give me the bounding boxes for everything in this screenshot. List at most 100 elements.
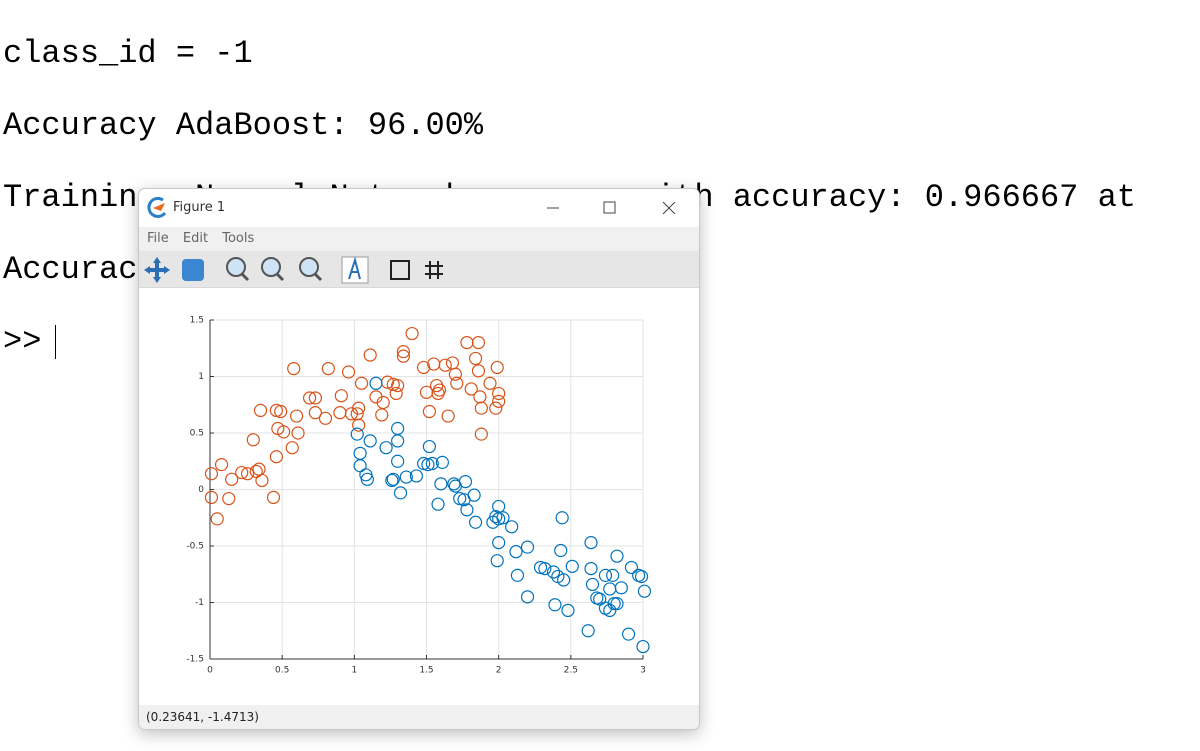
point — [585, 577, 600, 592]
point — [441, 409, 455, 423]
point — [474, 401, 488, 415]
point — [432, 383, 447, 397]
status-bar: (0.23641, -1.4713) — [139, 705, 699, 729]
point — [460, 503, 474, 517]
point — [210, 512, 224, 526]
point — [448, 367, 462, 381]
console-line: class_id = -1 — [3, 35, 253, 72]
point — [471, 364, 486, 378]
point — [435, 455, 449, 469]
y-tick-label: 0.5 — [190, 429, 204, 439]
title-bar: Figure 1 — [139, 189, 699, 227]
y-tick-label: -1 — [195, 598, 204, 608]
window-controls — [547, 201, 676, 215]
point — [621, 627, 636, 641]
zoom-reset-tool[interactable] — [299, 257, 319, 277]
point — [492, 536, 506, 550]
point — [520, 590, 535, 604]
point — [431, 497, 445, 511]
point — [334, 389, 348, 403]
point — [354, 376, 369, 390]
status-text: (0.23641, -1.4713) — [146, 710, 259, 724]
point — [389, 386, 403, 401]
point — [561, 603, 575, 618]
point — [483, 376, 497, 390]
menu-item[interactable]: Edit — [182, 231, 209, 246]
cursor — [55, 324, 57, 359]
point — [450, 376, 464, 390]
box-tool[interactable] — [390, 260, 410, 280]
point — [610, 597, 624, 611]
x-tick-label: 2.5 — [564, 666, 578, 676]
point — [255, 473, 269, 488]
point — [474, 427, 488, 441]
point — [509, 545, 523, 559]
console-line: Accuracy AdaBoost: 96.00% — [3, 107, 484, 144]
point — [405, 326, 419, 341]
point — [557, 573, 571, 587]
point — [471, 336, 486, 350]
x-tick-label: 1 — [351, 666, 357, 676]
point — [510, 568, 525, 582]
point — [399, 470, 413, 484]
point — [555, 511, 569, 525]
point — [391, 454, 405, 468]
point — [287, 361, 301, 376]
point — [637, 584, 652, 598]
point — [290, 409, 304, 423]
point — [350, 427, 364, 441]
point — [360, 472, 374, 486]
zoom-in-tool[interactable] — [226, 257, 246, 277]
grid-tool[interactable] — [425, 261, 443, 279]
point — [610, 549, 624, 563]
zoom-out-tool[interactable] — [261, 257, 281, 277]
point — [204, 490, 219, 505]
point — [396, 345, 411, 359]
point — [565, 559, 579, 573]
pan-tool[interactable] — [144, 257, 170, 283]
point — [520, 540, 535, 554]
point — [308, 406, 322, 420]
point — [318, 411, 333, 425]
point — [614, 581, 628, 595]
point — [417, 360, 431, 375]
menu-item[interactable]: File — [147, 231, 169, 246]
point — [489, 401, 503, 415]
point — [246, 433, 260, 447]
point — [538, 561, 552, 576]
point — [438, 358, 452, 372]
point — [341, 365, 356, 379]
menu-bar: File Edit Tools — [139, 227, 699, 251]
point — [467, 488, 481, 502]
point — [603, 603, 617, 618]
point — [235, 465, 249, 480]
point — [492, 386, 506, 401]
app-icon — [147, 197, 167, 218]
point — [468, 351, 483, 366]
point — [352, 418, 366, 432]
point — [505, 520, 519, 534]
point — [624, 560, 639, 575]
point — [385, 473, 399, 488]
toolbar — [139, 251, 699, 288]
close-button[interactable] — [662, 201, 676, 215]
point — [396, 349, 411, 363]
maximize-button[interactable] — [603, 201, 616, 214]
x-tick-label: 0.5 — [275, 666, 289, 676]
point — [274, 404, 288, 419]
point — [266, 490, 281, 505]
point — [422, 439, 436, 454]
x-tick-label: 0 — [207, 666, 213, 676]
point — [269, 450, 283, 464]
point — [222, 491, 236, 506]
point — [308, 391, 322, 405]
rotate-tool[interactable] — [182, 259, 204, 281]
point — [379, 441, 393, 455]
point — [490, 360, 504, 375]
point — [214, 458, 229, 472]
menu-item[interactable]: Tools — [222, 231, 255, 246]
prompt-line[interactable]: >> — [3, 324, 1200, 360]
point — [291, 426, 305, 440]
point — [458, 474, 473, 489]
